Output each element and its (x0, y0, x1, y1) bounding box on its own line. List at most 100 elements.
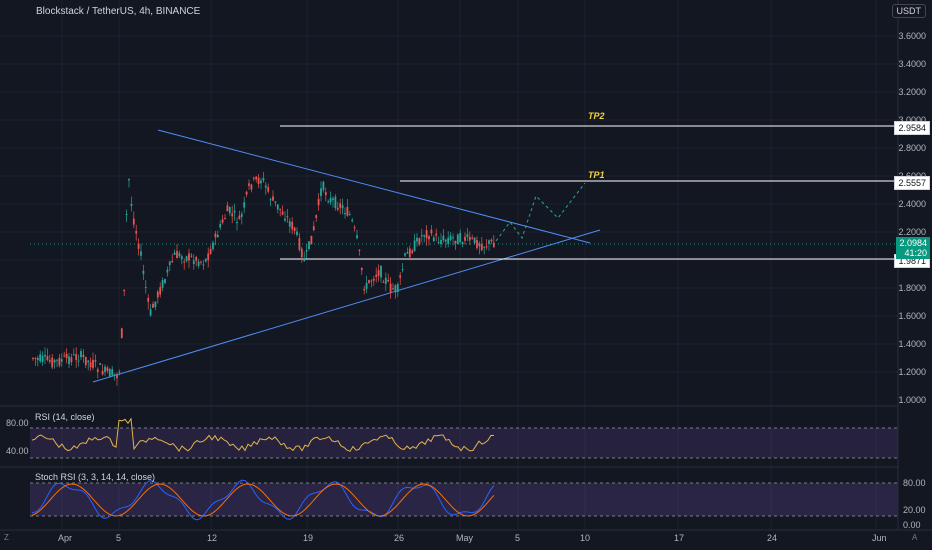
candle-body (464, 236, 466, 241)
lower-trendline[interactable] (92, 229, 601, 383)
tp1-label: TP1 (588, 170, 605, 180)
candle-body (161, 280, 164, 288)
candle-body (288, 221, 291, 227)
candle-body (483, 246, 486, 248)
candle-body (212, 242, 214, 250)
rsi-title[interactable]: RSI (14, close) (35, 412, 95, 422)
candle-body (399, 275, 402, 278)
candle-body (65, 353, 68, 359)
candle-body (276, 204, 279, 210)
candle-body (377, 270, 380, 276)
candle-body (281, 211, 284, 215)
candle-body (444, 239, 447, 242)
price-tick: 1.6000 (898, 311, 926, 321)
timezone-button[interactable]: Z (4, 533, 9, 542)
candle-body (303, 258, 306, 262)
candle-body (298, 238, 301, 250)
candle-body (82, 354, 85, 357)
candle-body (226, 205, 229, 212)
price-tick: 1.0000 (898, 395, 926, 405)
candle-body (284, 218, 286, 221)
candle-body (485, 246, 488, 248)
date-label-may: May (456, 533, 474, 543)
candle-body (411, 250, 414, 254)
date-label: 12 (207, 533, 218, 543)
candle-body (492, 242, 495, 248)
candle-body (89, 362, 92, 368)
candle-body (351, 219, 354, 222)
candle-body (449, 235, 452, 241)
candle-body (178, 253, 181, 257)
stoch-title[interactable]: Stoch RSI (3, 3, 14, 14, close) (35, 472, 156, 482)
candle-body (245, 191, 248, 195)
candle-body (113, 373, 116, 375)
candle-body (416, 237, 418, 242)
candle-body (348, 214, 351, 216)
candle-body (389, 283, 392, 293)
rsi-tick-40: 40.00 (6, 446, 29, 456)
candle-body (144, 287, 147, 289)
candle-body (425, 230, 428, 239)
candle-body (80, 350, 82, 358)
candle-body (334, 196, 337, 209)
projection-path[interactable] (495, 182, 586, 242)
candle-body (432, 237, 435, 242)
candle-body (116, 374, 118, 379)
candle-body (353, 227, 356, 229)
candle-body (262, 178, 265, 181)
candle-body (200, 261, 202, 263)
candle-body (147, 297, 150, 302)
candle-body (454, 240, 457, 244)
candle-body (466, 234, 469, 238)
candle-body (269, 199, 272, 201)
candle-body (240, 213, 243, 217)
candle-body (39, 354, 42, 362)
candle-body (106, 367, 109, 371)
currency-button[interactable]: USDT (891, 4, 926, 18)
candle-body (387, 279, 390, 282)
candle-body (300, 248, 303, 258)
tp1-price-badge: 2.5557 (894, 176, 930, 190)
candle-body (173, 252, 176, 255)
candle-body (171, 261, 174, 263)
candle-body (394, 285, 397, 293)
candle-body (183, 261, 186, 263)
date-label-jun: Jun (872, 533, 887, 543)
date-label: 26 (394, 533, 405, 543)
candle-body (320, 188, 322, 197)
candle-body (418, 238, 421, 245)
candlestick-series (32, 171, 495, 386)
stoch-tick-80: 80.00 (903, 478, 926, 488)
candle-body (255, 176, 258, 180)
upper-trendline[interactable] (157, 129, 591, 244)
candle-body (250, 184, 253, 190)
candle-body (209, 249, 212, 255)
auto-scale-button[interactable]: A (912, 533, 918, 542)
chart-title: Blockstack / TetherUS, 4h, BINANCE (36, 6, 201, 17)
candle-body (423, 235, 426, 237)
price-tick: 3.6000 (898, 31, 926, 41)
candle-body (96, 369, 99, 372)
candle-body (308, 241, 310, 250)
candle-body (87, 360, 90, 363)
candle-body (154, 301, 157, 308)
candle-body (152, 303, 154, 308)
candle-body (243, 202, 246, 208)
candle-body (264, 185, 267, 188)
candle-body (68, 356, 70, 365)
candle-body (478, 243, 481, 247)
candle-body (92, 359, 94, 368)
candle-body (459, 232, 462, 243)
candle-body (233, 210, 236, 213)
stoch-d-line (31, 483, 495, 517)
rsi-tick-80: 80.00 (6, 418, 29, 428)
candle-body (471, 237, 474, 239)
candle-body (248, 183, 250, 186)
price-tick: 2.4000 (898, 199, 926, 209)
candle-body (392, 288, 394, 290)
candle-body (272, 196, 274, 201)
candle-body (358, 249, 361, 251)
candle-body (51, 357, 54, 368)
candle-body (53, 359, 56, 363)
